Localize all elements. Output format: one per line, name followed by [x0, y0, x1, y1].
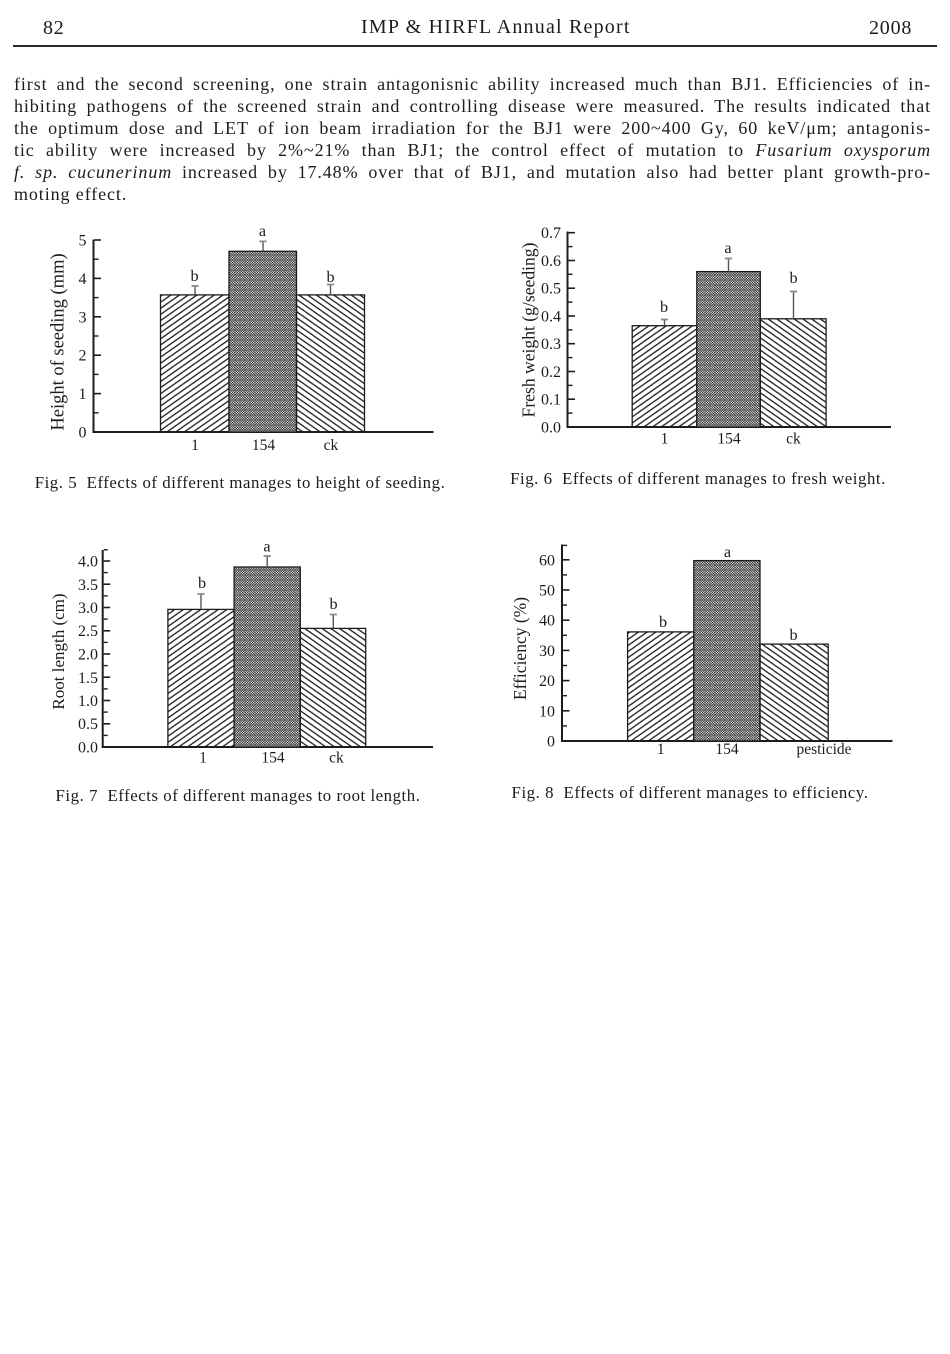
- svg-text:0: 0: [79, 425, 87, 442]
- svg-text:0.5: 0.5: [78, 716, 98, 733]
- svg-text:0.2: 0.2: [541, 364, 561, 381]
- svg-text:b: b: [660, 298, 668, 316]
- svg-text:b: b: [329, 595, 337, 613]
- svg-text:2.5: 2.5: [78, 623, 98, 640]
- svg-text:b: b: [659, 613, 667, 631]
- svg-text:60: 60: [539, 552, 555, 569]
- svg-text:0.3: 0.3: [541, 336, 561, 353]
- svg-text:Efficiency (%): Efficiency (%): [510, 597, 530, 700]
- svg-text:a: a: [724, 543, 731, 561]
- svg-text:5: 5: [79, 233, 87, 250]
- svg-text:Root length (cm): Root length (cm): [49, 593, 68, 709]
- svg-text:1: 1: [191, 437, 199, 454]
- svg-text:b: b: [198, 574, 206, 592]
- svg-text:a: a: [259, 222, 266, 240]
- svg-text:1: 1: [657, 741, 665, 758]
- svg-text:20: 20: [539, 673, 555, 690]
- svg-text:4: 4: [79, 271, 87, 288]
- svg-text:154: 154: [261, 750, 285, 767]
- svg-text:Height of seeding (mm): Height of seeding (mm): [49, 253, 69, 430]
- svg-text:1.0: 1.0: [78, 693, 98, 710]
- svg-text:1: 1: [199, 750, 207, 767]
- svg-text:0.5: 0.5: [541, 281, 561, 298]
- svg-text:b: b: [326, 268, 334, 286]
- svg-text:1.5: 1.5: [78, 670, 98, 687]
- svg-text:2: 2: [79, 348, 87, 365]
- svg-text:0.0: 0.0: [78, 740, 98, 757]
- svg-text:0.6: 0.6: [541, 253, 561, 270]
- svg-text:ck: ck: [324, 437, 339, 454]
- svg-text:10: 10: [539, 703, 555, 720]
- svg-text:0.7: 0.7: [541, 225, 561, 242]
- svg-text:1: 1: [661, 431, 669, 448]
- svg-text:0.0: 0.0: [541, 420, 561, 437]
- svg-text:ck: ck: [786, 431, 801, 448]
- svg-text:0.1: 0.1: [541, 392, 561, 409]
- svg-text:1: 1: [79, 386, 87, 403]
- svg-text:154: 154: [715, 741, 739, 758]
- svg-text:0: 0: [547, 734, 555, 751]
- svg-text:154: 154: [717, 431, 741, 448]
- svg-text:30: 30: [539, 643, 555, 660]
- svg-text:b: b: [789, 269, 797, 287]
- svg-text:154: 154: [252, 437, 276, 454]
- svg-text:3.5: 3.5: [78, 577, 98, 594]
- svg-text:40: 40: [539, 613, 555, 630]
- svg-text:b: b: [190, 267, 198, 285]
- svg-text:a: a: [263, 538, 270, 556]
- svg-text:ck: ck: [329, 750, 344, 767]
- svg-text:a: a: [724, 239, 731, 257]
- svg-text:0.4: 0.4: [541, 309, 561, 326]
- svg-text:2.0: 2.0: [78, 647, 98, 664]
- svg-text:pesticide: pesticide: [796, 741, 851, 758]
- svg-text:50: 50: [539, 583, 555, 600]
- svg-text:4.0: 4.0: [78, 554, 98, 571]
- svg-text:3: 3: [79, 309, 87, 326]
- svg-text:b: b: [789, 626, 797, 644]
- svg-text:Fresh weight (g/seeding): Fresh weight (g/seeding): [519, 242, 539, 417]
- svg-text:3.0: 3.0: [78, 600, 98, 617]
